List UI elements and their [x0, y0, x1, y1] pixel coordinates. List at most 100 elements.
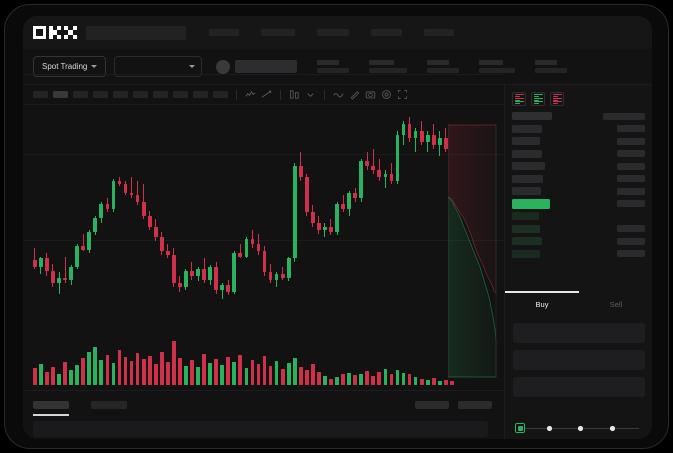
- slider-stop-75[interactable]: [610, 426, 615, 431]
- candle-body: [111, 180, 116, 209]
- tab-sell[interactable]: Sell: [609, 299, 623, 309]
- bottom-action-1[interactable]: [415, 400, 449, 409]
- market-type-label: Spot Trading: [42, 62, 88, 71]
- ob-mode-asks[interactable]: [550, 92, 564, 106]
- candle-wick: [282, 267, 284, 280]
- candle-body: [365, 161, 370, 167]
- orderbook-price-cell: [512, 124, 542, 133]
- order-entry-form: [513, 323, 645, 404]
- trading-pair-select[interactable]: [114, 56, 203, 77]
- volume-bar: [431, 378, 436, 385]
- orderbook-row-ask[interactable]: [512, 149, 645, 158]
- search-input[interactable]: [86, 25, 186, 40]
- timeframe-button-4[interactable]: [93, 91, 108, 98]
- slider-stop-25[interactable]: [547, 426, 552, 431]
- ob-mode-both[interactable]: [512, 92, 526, 106]
- candlestick: [141, 105, 146, 305]
- percent-amount-slider[interactable]: [515, 423, 643, 433]
- compare-icon[interactable]: [289, 89, 300, 100]
- stat-24h-low-value: [479, 68, 516, 73]
- chevron-down-icon: [91, 65, 98, 68]
- slider-handle[interactable]: [515, 423, 525, 433]
- tab-order-history[interactable]: [91, 400, 127, 409]
- order-price-field[interactable]: [513, 323, 645, 343]
- orderbook-row-spread[interactable]: [512, 198, 645, 209]
- ob-mode-bids[interactable]: [531, 92, 545, 106]
- candle-body: [431, 134, 436, 146]
- timeframe-button-7[interactable]: [153, 91, 168, 98]
- volume-bar: [117, 349, 122, 385]
- volume-bar: [304, 369, 309, 385]
- timeframe-button-2[interactable]: [53, 91, 68, 98]
- chevron-down-icon[interactable]: [305, 89, 316, 100]
- tab-open-orders[interactable]: [33, 400, 69, 416]
- orderbook-row-bid[interactable]: [512, 237, 645, 245]
- bottom-action-2[interactable]: [458, 400, 492, 409]
- orderbook-row-ask[interactable]: [512, 187, 645, 195]
- orderbook-row-bid[interactable]: [512, 224, 645, 233]
- nav-item-5[interactable]: [424, 29, 454, 36]
- fullscreen-icon[interactable]: [397, 89, 408, 100]
- volume-bar: [347, 372, 351, 385]
- settings-gear-icon[interactable]: [381, 89, 392, 100]
- nav-item-4[interactable]: [371, 29, 402, 36]
- candle-wick: [239, 244, 241, 259]
- candlestick: [413, 105, 418, 305]
- tab-buy[interactable]: Buy: [505, 291, 579, 317]
- wave-icon[interactable]: [333, 89, 344, 100]
- candle-body: [57, 277, 61, 284]
- volume-bar: [425, 380, 430, 385]
- candle-wick: [372, 148, 374, 174]
- orderbook-row-ask[interactable]: [512, 174, 645, 183]
- okx-logo[interactable]: [33, 26, 77, 39]
- volume-bar: [413, 377, 418, 385]
- volume-bar: [389, 373, 394, 385]
- timeframe-button-9[interactable]: [193, 91, 208, 98]
- timeframe-button-1[interactable]: [33, 91, 48, 98]
- logo-letter-o: [33, 26, 46, 39]
- candlestick-chart[interactable]: [23, 74, 504, 390]
- market-type-dropdown[interactable]: Spot Trading: [33, 56, 107, 77]
- trend-line-icon[interactable]: [261, 89, 272, 100]
- nav-item-1[interactable]: [209, 29, 239, 36]
- order-total-field[interactable]: [513, 377, 645, 397]
- orderbook-rows[interactable]: [505, 112, 652, 302]
- orderbook-row-ask[interactable]: [512, 124, 645, 133]
- candle-body: [292, 166, 297, 259]
- stat-24h-high-value: [427, 68, 460, 73]
- orderbook-row-ask[interactable]: [512, 162, 645, 170]
- volume-bar: [298, 366, 303, 385]
- nav-item-2[interactable]: [261, 29, 295, 36]
- candlestick: [63, 105, 67, 305]
- drawing-pencil-icon[interactable]: [349, 89, 360, 100]
- orderbook-row-bid[interactable]: [512, 249, 645, 258]
- timeframe-button-8[interactable]: [173, 91, 188, 98]
- candle-body: [359, 161, 364, 199]
- indicator-icon[interactable]: [245, 89, 256, 100]
- volume-bar: [311, 363, 315, 385]
- timeframe-button-6[interactable]: [133, 91, 148, 98]
- orderbook-price-cell: [512, 162, 545, 170]
- candlestick: [268, 105, 273, 305]
- nav-item-3[interactable]: [317, 29, 349, 36]
- candlestick: [184, 105, 188, 305]
- timeframe-button-5[interactable]: [113, 91, 128, 98]
- candle-body: [329, 226, 333, 232]
- slider-stop-50[interactable]: [578, 426, 583, 431]
- volume-bar: [365, 370, 370, 385]
- candlestick: [262, 105, 267, 305]
- candle-body: [129, 192, 134, 195]
- volume-bar: [220, 364, 225, 385]
- stat-last-price-value: [317, 68, 350, 73]
- orderbook-row-bid[interactable]: [512, 212, 645, 220]
- volume-bar: [443, 380, 448, 385]
- candlestick: [365, 105, 370, 305]
- orderbook-row-ask[interactable]: [512, 137, 645, 145]
- camera-icon[interactable]: [365, 89, 376, 100]
- order-amount-field[interactable]: [513, 350, 645, 370]
- orderbook-body: [512, 124, 645, 258]
- candlestick: [389, 105, 394, 305]
- timeframe-button-3[interactable]: [73, 91, 88, 98]
- volume-bar: [238, 355, 243, 385]
- timeframe-button-10[interactable]: [213, 91, 228, 98]
